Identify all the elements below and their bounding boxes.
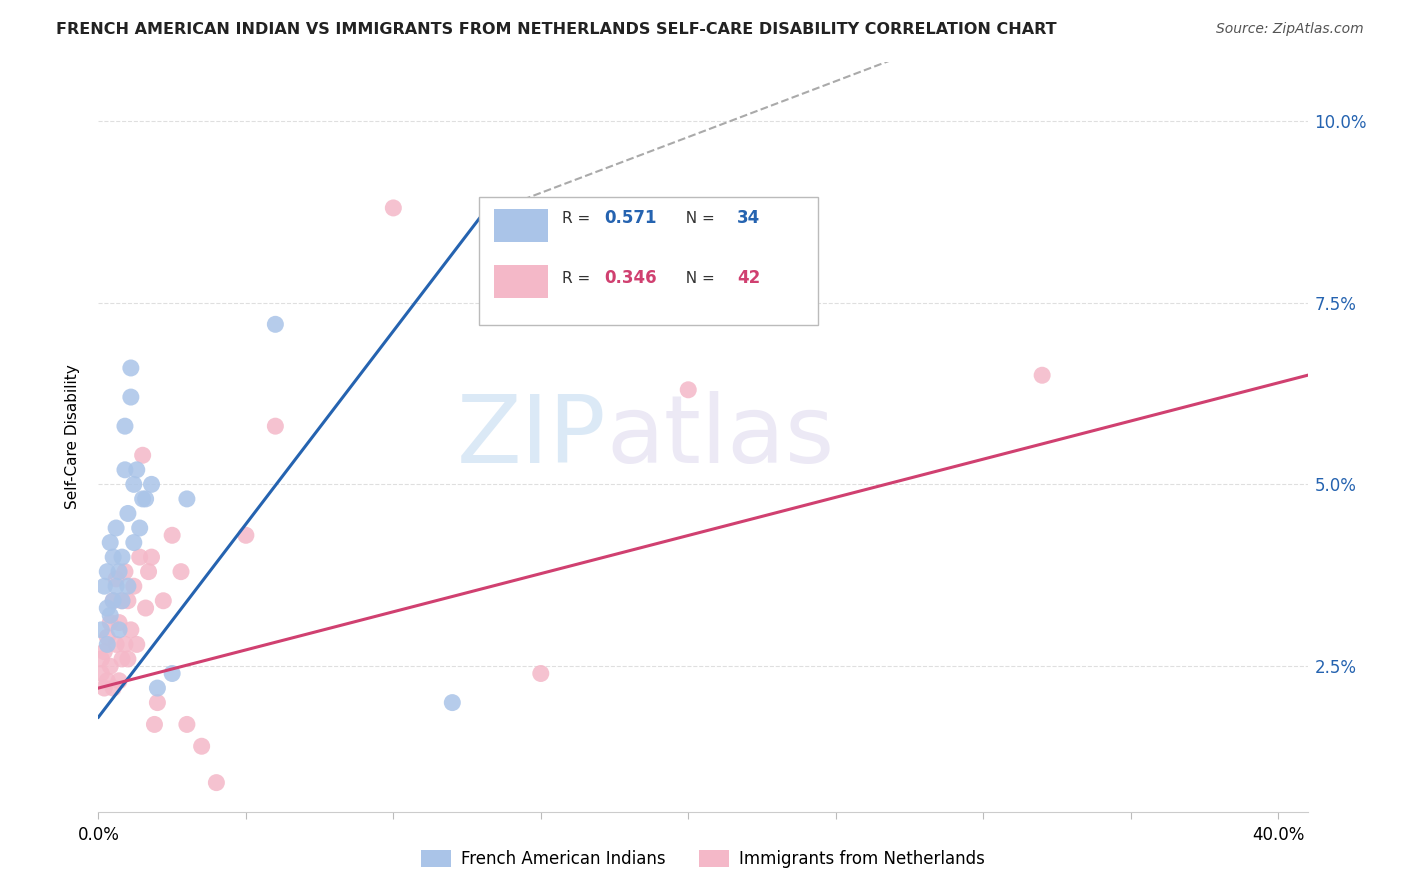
Point xyxy=(264,419,287,434)
Point xyxy=(141,477,163,491)
Point xyxy=(117,593,139,607)
Point xyxy=(176,717,198,731)
Text: 0.571: 0.571 xyxy=(603,210,657,227)
Point xyxy=(105,637,128,651)
Point xyxy=(98,535,121,549)
Text: R =: R = xyxy=(561,271,595,285)
Point xyxy=(105,572,128,586)
Point xyxy=(98,615,121,630)
Point xyxy=(96,637,118,651)
Point xyxy=(190,739,212,754)
Point xyxy=(441,696,464,710)
Point xyxy=(93,645,115,659)
Point xyxy=(146,681,169,695)
Point xyxy=(117,507,139,521)
Point xyxy=(264,318,287,332)
Point xyxy=(382,201,405,215)
Point xyxy=(135,601,157,615)
Point xyxy=(93,681,115,695)
Point xyxy=(235,528,257,542)
Point xyxy=(111,593,134,607)
Point xyxy=(170,565,193,579)
Point xyxy=(122,579,145,593)
Point xyxy=(122,477,145,491)
Point xyxy=(108,623,131,637)
FancyBboxPatch shape xyxy=(494,265,548,299)
Point xyxy=(90,623,112,637)
Point xyxy=(138,565,160,579)
Point xyxy=(128,521,150,535)
Point xyxy=(111,593,134,607)
Point xyxy=(111,652,134,666)
Point xyxy=(114,463,136,477)
Point xyxy=(135,491,157,506)
Point xyxy=(96,601,118,615)
Point xyxy=(146,696,169,710)
Text: N =: N = xyxy=(676,271,720,285)
Point xyxy=(108,673,131,688)
Point xyxy=(101,593,124,607)
Legend: French American Indians, Immigrants from Netherlands: French American Indians, Immigrants from… xyxy=(415,843,991,875)
Point xyxy=(125,463,148,477)
Point xyxy=(128,550,150,565)
Text: N =: N = xyxy=(676,211,720,226)
Point xyxy=(485,302,508,317)
Point xyxy=(96,630,118,644)
Point xyxy=(111,550,134,565)
Point xyxy=(117,652,139,666)
Point xyxy=(114,637,136,651)
Point xyxy=(114,419,136,434)
Point xyxy=(105,579,128,593)
Point xyxy=(160,666,183,681)
Point xyxy=(96,565,118,579)
Point xyxy=(108,615,131,630)
Point xyxy=(98,659,121,673)
Point xyxy=(530,666,553,681)
Point xyxy=(141,550,163,565)
FancyBboxPatch shape xyxy=(494,209,548,243)
Point xyxy=(120,390,142,404)
Point xyxy=(101,550,124,565)
Text: 42: 42 xyxy=(737,269,761,287)
Point xyxy=(101,681,124,695)
Point xyxy=(117,579,139,593)
Point xyxy=(90,666,112,681)
Point xyxy=(678,383,700,397)
Text: 0.346: 0.346 xyxy=(603,269,657,287)
Point xyxy=(114,565,136,579)
Point xyxy=(108,565,131,579)
Text: FRENCH AMERICAN INDIAN VS IMMIGRANTS FROM NETHERLANDS SELF-CARE DISABILITY CORRE: FRENCH AMERICAN INDIAN VS IMMIGRANTS FRO… xyxy=(56,22,1057,37)
Text: ZIP: ZIP xyxy=(457,391,606,483)
Point xyxy=(120,361,142,376)
Point xyxy=(101,593,124,607)
Point xyxy=(125,637,148,651)
Point xyxy=(131,491,153,506)
Point xyxy=(105,521,128,535)
Text: Source: ZipAtlas.com: Source: ZipAtlas.com xyxy=(1216,22,1364,37)
Point xyxy=(93,579,115,593)
Text: atlas: atlas xyxy=(606,391,835,483)
Point xyxy=(1031,368,1053,383)
Point xyxy=(160,528,183,542)
Text: 34: 34 xyxy=(737,210,761,227)
Point xyxy=(90,652,112,666)
FancyBboxPatch shape xyxy=(479,197,818,325)
Point xyxy=(205,775,228,789)
Point xyxy=(120,623,142,637)
Text: R =: R = xyxy=(561,211,595,226)
Point xyxy=(131,448,153,462)
Point xyxy=(96,673,118,688)
Point xyxy=(122,535,145,549)
Point xyxy=(176,491,198,506)
Point xyxy=(98,608,121,623)
Point xyxy=(152,593,174,607)
Y-axis label: Self-Care Disability: Self-Care Disability xyxy=(65,365,80,509)
Point xyxy=(143,717,166,731)
